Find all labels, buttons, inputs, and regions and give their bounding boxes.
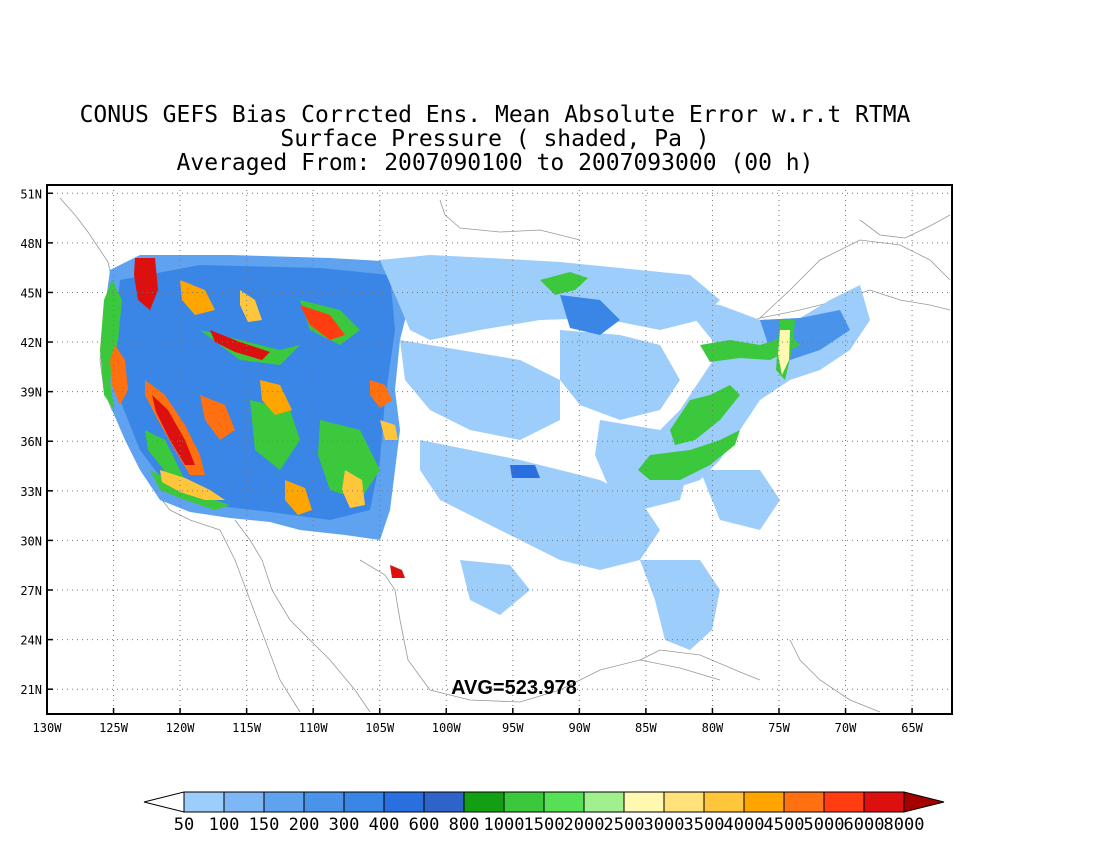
colorbar-label: 3500 [684, 815, 725, 835]
title-line-2: Surface Pressure ( shaded, Pa ) [280, 126, 710, 152]
colorbar-under-arrow [143, 791, 185, 813]
lon-tick-label: 65W [901, 721, 923, 735]
colorbar-label: 8000 [884, 815, 925, 835]
colorbar-swatch [823, 791, 865, 813]
lon-tick-label: 130W [33, 721, 63, 735]
latitude-ticks: 51N 48N 45N 42N 39N 36N 33N 30N 27N 24N 21N [20, 187, 53, 697]
title-line-1: CONUS GEFS Bias Corrcted Ens. Mean Absol… [79, 102, 911, 128]
average-label: AVG=523.978 [451, 677, 577, 699]
colorbar-label: 1500 [524, 815, 565, 835]
lon-tick-label: 110W [299, 721, 329, 735]
lon-tick-label: 80W [702, 721, 724, 735]
lon-tick-label: 100W [432, 721, 462, 735]
colorbar-label: 200 [289, 815, 320, 835]
colorbar-swatch [863, 791, 905, 813]
colorbar-swatch [543, 791, 585, 813]
colorbar-label: 5000 [804, 815, 845, 835]
colorbar-swatch [183, 791, 225, 813]
colorbar-swatch [783, 791, 825, 813]
lon-tick-label: 90W [569, 721, 591, 735]
colorbar-swatch [663, 791, 705, 813]
lat-tick-label: 21N [20, 683, 42, 697]
lat-tick-label: 33N [20, 485, 42, 499]
lon-tick-label: 95W [502, 721, 524, 735]
colorbar: 50 100 150 200 300 400 600 800 1000 1500 2000 2500 3… [143, 791, 945, 835]
colorbar-label: 2500 [604, 815, 645, 835]
colorbar-swatch [623, 791, 665, 813]
colorbar-label: 150 [249, 815, 280, 835]
colorbar-swatch [223, 791, 265, 813]
colorbar-swatch [343, 791, 385, 813]
colorbar-label: 50 [174, 815, 194, 835]
lat-tick-label: 24N [20, 634, 42, 648]
colorbar-label: 4000 [724, 815, 765, 835]
lon-tick-label: 70W [835, 721, 857, 735]
lon-tick-label: 120W [166, 721, 196, 735]
colorbar-swatch [263, 791, 305, 813]
colorbar-swatch [743, 791, 785, 813]
lat-tick-label: 45N [20, 286, 42, 300]
lon-tick-label: 115W [232, 721, 262, 735]
lat-tick-label: 39N [20, 386, 42, 400]
colorbar-swatch [423, 791, 465, 813]
lon-tick-label: 85W [635, 721, 657, 735]
colorbar-label: 2000 [564, 815, 605, 835]
lat-tick-label: 30N [20, 534, 42, 548]
shaded-field [100, 255, 870, 650]
colorbar-swatch [703, 791, 745, 813]
colorbar-swatch [383, 791, 425, 813]
lat-tick-label: 51N [20, 187, 42, 201]
colorbar-swatch [583, 791, 625, 813]
colorbar-label: 100 [209, 815, 240, 835]
map-canvas [47, 185, 952, 714]
colorbar-label: 300 [329, 815, 360, 835]
colorbar-label: 400 [369, 815, 400, 835]
map-grid [47, 185, 952, 714]
map-frame [46, 184, 953, 715]
colorbar-label: 600 [409, 815, 440, 835]
lat-tick-label: 36N [20, 435, 42, 449]
lon-tick-label: 105W [365, 721, 395, 735]
lat-tick-label: 27N [20, 584, 42, 598]
colorbar-label: 6000 [844, 815, 885, 835]
colorbar-label: 800 [449, 815, 480, 835]
colorbar-over-arrow [903, 791, 945, 813]
lon-tick-label: 75W [768, 721, 790, 735]
title-line-3: Averaged From: 2007090100 to 2007093000 … [176, 150, 814, 176]
lat-tick-label: 42N [20, 336, 42, 350]
colorbar-swatch [463, 791, 505, 813]
colorbar-label: 1000 [484, 815, 525, 835]
longitude-ticks: 130W 125W 120W 115W 110W 105W 100W 95W 90W 85W 80W… [33, 708, 924, 735]
colorbar-label: 3000 [644, 815, 685, 835]
lat-tick-label: 48N [20, 237, 42, 251]
colorbar-swatch [303, 791, 345, 813]
colorbar-label: 4500 [764, 815, 805, 835]
colorbar-swatch [503, 791, 545, 813]
lon-tick-label: 125W [99, 721, 129, 735]
